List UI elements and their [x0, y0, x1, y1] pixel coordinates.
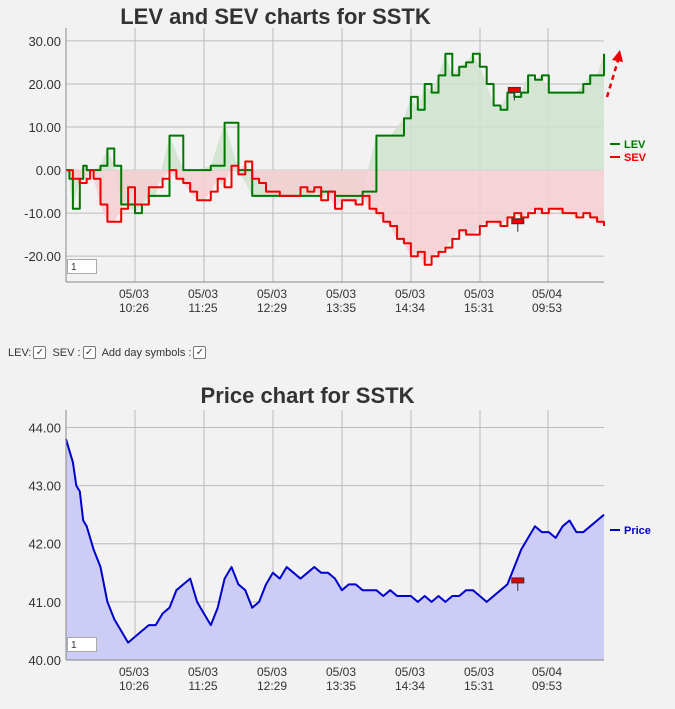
x-tick-date: 05/03 [395, 665, 425, 679]
x-tick-date: 05/04 [532, 665, 562, 679]
x-tick-time: 09:53 [532, 301, 562, 315]
zoom-input-price[interactable]: 1 [67, 637, 97, 652]
x-tick-time: 15:31 [464, 301, 494, 315]
y-tick-label: 43.00 [28, 479, 61, 494]
y-tick-label: -20.00 [24, 249, 61, 264]
chart-title-price: Price chart for SSTK [200, 383, 415, 408]
day-symbol-marker [511, 218, 525, 225]
lev-sev-chart: 30.0020.0010.000.00-10.00-20.0005/0310:2… [24, 28, 647, 315]
series-line-sev [66, 160, 605, 266]
series-line-lev [66, 52, 605, 215]
x-tick-time: 13:35 [326, 679, 356, 693]
day-symbols-checkbox[interactable]: ✓ [193, 346, 207, 359]
sev-checkbox[interactable]: ✓ [82, 346, 96, 359]
x-tick-time: 12:29 [257, 679, 287, 693]
x-tick-date: 05/03 [257, 287, 287, 301]
y-tick-label: 41.00 [28, 595, 61, 610]
x-tick-date: 05/03 [464, 665, 494, 679]
x-tick-date: 05/03 [257, 665, 287, 679]
x-tick-time: 10:26 [119, 301, 149, 315]
series-area-lev [66, 53, 604, 214]
y-tick-label: 10.00 [28, 120, 61, 135]
series-line-price [65, 438, 605, 644]
series-area-sev [66, 161, 604, 265]
lev-toggle-label: LEV: [8, 346, 32, 359]
zoom-input-lev-sev[interactable]: 1 [67, 259, 97, 274]
day-symbols-label: Add day symbols : [101, 346, 192, 359]
x-tick-time: 14:34 [395, 301, 425, 315]
trend-arrow-icon [605, 56, 621, 98]
trend-arrowhead-icon [612, 50, 623, 62]
x-tick-time: 09:53 [532, 679, 562, 693]
x-tick-date: 05/03 [395, 287, 425, 301]
x-tick-time: 14:34 [395, 679, 425, 693]
y-tick-label: 40.00 [28, 653, 61, 668]
sev-toggle-label: SEV : [52, 346, 81, 359]
x-tick-date: 05/03 [464, 287, 494, 301]
y-tick-label: 44.00 [28, 420, 61, 435]
day-symbol-marker [507, 86, 521, 93]
x-tick-time: 11:25 [188, 679, 217, 693]
x-tick-time: 10:26 [119, 679, 149, 693]
x-tick-date: 05/03 [188, 287, 218, 301]
x-tick-time: 12:29 [257, 301, 287, 315]
x-tick-time: 13:35 [326, 301, 356, 315]
plot-area [66, 410, 604, 660]
y-tick-label: 42.00 [28, 537, 61, 552]
chart-title-lev-sev: LEV and SEV charts for SSTK [120, 4, 431, 29]
y-tick-label: 20.00 [28, 77, 61, 92]
x-tick-date: 05/03 [326, 287, 356, 301]
x-tick-date: 05/03 [326, 665, 356, 679]
x-tick-date: 05/04 [532, 287, 562, 301]
x-tick-time: 11:25 [188, 301, 217, 315]
y-tick-label: -10.00 [24, 206, 61, 221]
lev-checkbox[interactable]: ✓ [33, 346, 47, 359]
x-tick-time: 15:31 [464, 679, 494, 693]
series-area-price [66, 439, 604, 660]
x-tick-date: 05/03 [119, 287, 149, 301]
legend-label-lev: LEV [624, 139, 646, 151]
legend-label-price: Price [624, 525, 651, 537]
y-tick-label: 30.00 [28, 34, 61, 49]
x-tick-date: 05/03 [119, 665, 149, 679]
day-symbol-marker [511, 577, 525, 584]
chart-controls: LEV: ✓ SEV : ✓ Add day symbols : ✓ [8, 346, 210, 359]
legend-label-sev: SEV [624, 152, 647, 164]
x-tick-date: 05/03 [188, 665, 218, 679]
y-tick-label: 0.00 [36, 163, 61, 178]
